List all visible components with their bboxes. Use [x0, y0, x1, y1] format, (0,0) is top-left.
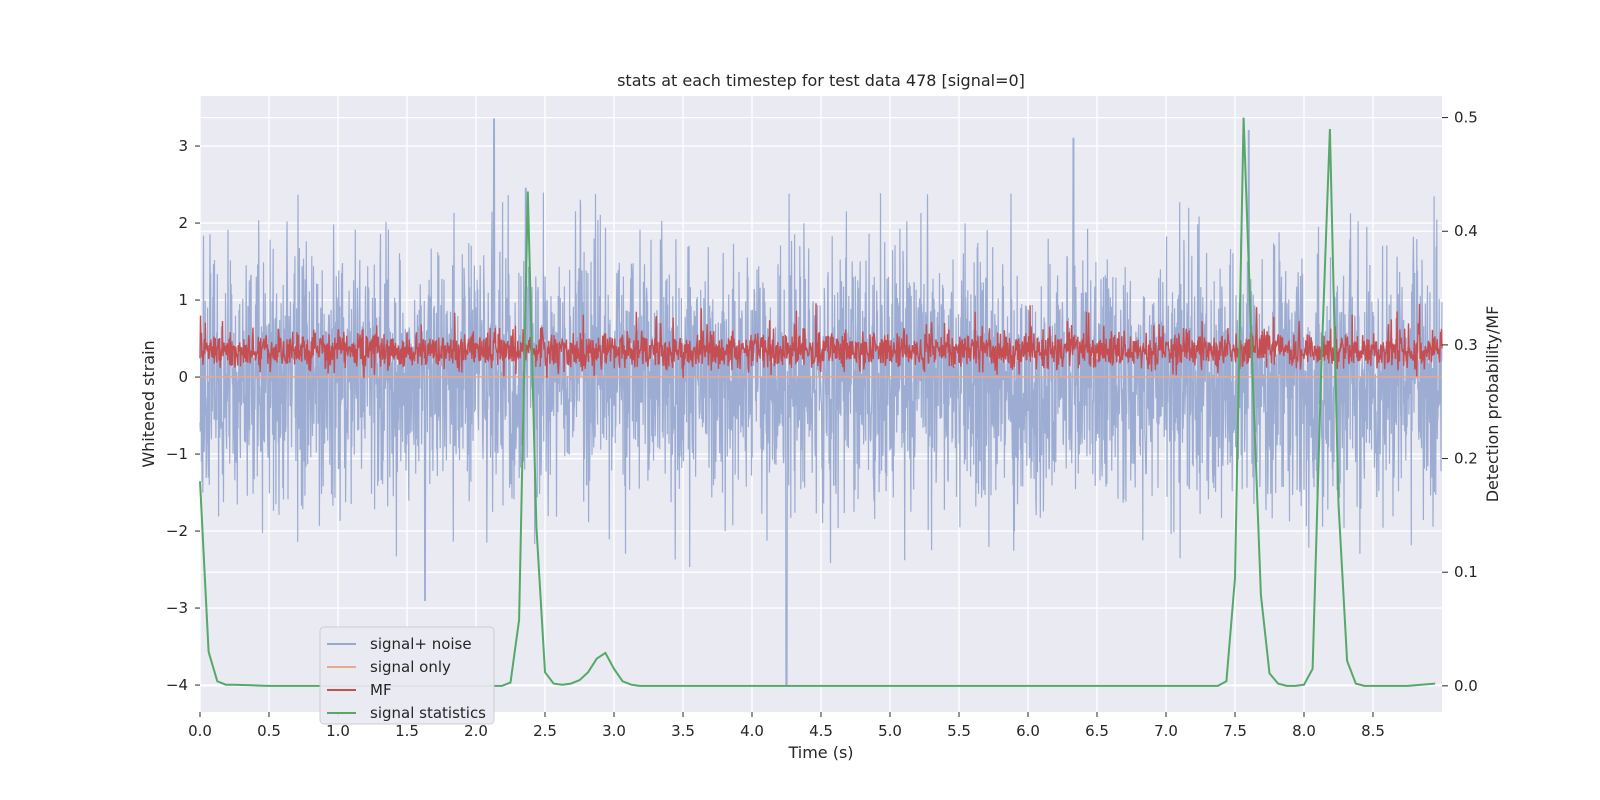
series-signal-noise: [199, 118, 1443, 686]
x-axis-label: Time (s): [787, 743, 853, 762]
y-tick-label: 3: [178, 137, 188, 155]
x-tick-label: 3.0: [602, 722, 626, 740]
y2-tick-label: 0.0: [1454, 677, 1478, 695]
y-axis-ticks: 3 2 1 0 −1 −2 −3 −4: [166, 137, 200, 694]
y2-tick-label: 0.1: [1454, 563, 1478, 581]
y2-tick-label: 0.5: [1454, 109, 1478, 127]
y-tick-label: 1: [178, 291, 188, 309]
x-tick-label: 4.0: [740, 722, 764, 740]
legend-item-signal-only: signal only: [327, 658, 451, 676]
chart-title: stats at each timestep for test data 478…: [617, 71, 1025, 90]
y-tick-label: −1: [166, 445, 188, 463]
legend-item-signal-noise: signal+ noise: [327, 635, 472, 653]
x-tick-label: 1.5: [395, 722, 419, 740]
x-tick-label: 6.0: [1016, 722, 1040, 740]
x-tick-label: 3.5: [671, 722, 695, 740]
legend-item-signal-statistics: signal statistics: [327, 704, 486, 722]
x-tick-label: 2.5: [533, 722, 557, 740]
y-tick-label: −3: [166, 599, 188, 617]
legend: signal+ noise signal only MF signal stat…: [319, 626, 495, 725]
line-mf: [199, 303, 1443, 378]
legend-label-signal-statistics: signal statistics: [370, 704, 486, 722]
line-signal-noise: [199, 118, 1443, 686]
x-tick-label: 1.0: [326, 722, 350, 740]
y2-tick-label: 0.4: [1454, 222, 1478, 240]
x-tick-label: 7.0: [1154, 722, 1178, 740]
legend-label-signal-only: signal only: [370, 658, 451, 676]
x-tick-label: 0.0: [188, 722, 212, 740]
legend-label-signal-noise: signal+ noise: [370, 635, 472, 653]
x-axis-ticks: 0.0 0.5 1.0 1.5 2.0 2.5 3.0 3.5 4.0 4.5 5.0 5.5 6.0 6…: [188, 712, 1385, 740]
x-tick-label: 0.5: [257, 722, 281, 740]
y2-axis-ticks: 0.5 0.4 0.3 0.2 0.1 0.0: [1442, 109, 1478, 695]
legend-label-mf: MF: [370, 681, 392, 699]
y-tick-label: −4: [166, 676, 188, 694]
y2-tick-label: 0.3: [1454, 336, 1478, 354]
x-tick-label: 6.5: [1085, 722, 1109, 740]
legend-item-mf: MF: [327, 681, 392, 699]
y-axis-label: Whitened strain: [139, 340, 158, 467]
y2-tick-label: 0.2: [1454, 450, 1478, 468]
x-tick-label: 5.0: [878, 722, 902, 740]
x-tick-label: 7.5: [1223, 722, 1247, 740]
x-tick-label: 8.5: [1361, 722, 1385, 740]
y-tick-label: 0: [178, 368, 188, 386]
x-tick-label: 4.5: [809, 722, 833, 740]
legend-box: [319, 626, 495, 725]
y-tick-label: −2: [166, 522, 188, 540]
series-mf: [199, 303, 1443, 378]
x-tick-label: 2.0: [464, 722, 488, 740]
x-tick-label: 8.0: [1292, 722, 1316, 740]
y-tick-label: 2: [178, 214, 188, 232]
x-tick-label: 5.5: [947, 722, 971, 740]
y2-axis-label: Detection probability/MF: [1483, 306, 1502, 503]
